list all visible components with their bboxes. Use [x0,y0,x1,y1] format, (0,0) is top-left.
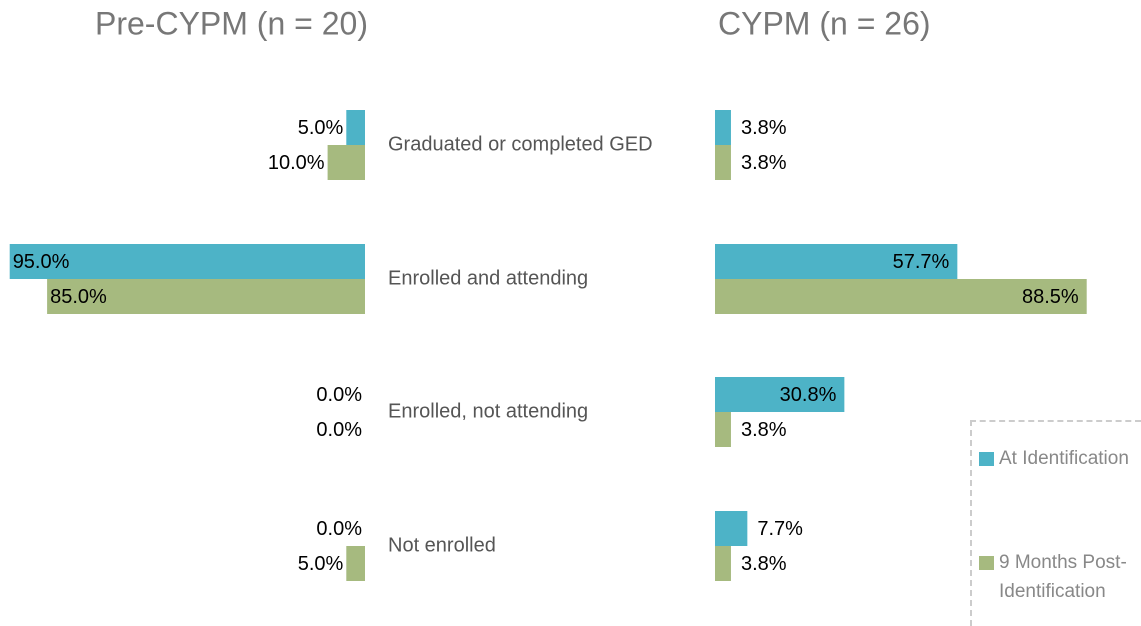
bar [715,412,731,447]
value-label: 88.5% [1022,286,1079,308]
bar [327,145,365,180]
bar [715,145,731,180]
value-label: 85.0% [50,286,107,308]
value-label: 95.0% [13,251,70,273]
legend-text: At Identification [999,448,1129,469]
legend-swatch [979,452,994,466]
panel-title: CYPM (n = 26) [718,5,931,41]
bar [715,110,731,145]
value-label: 57.7% [893,251,950,273]
bar [715,546,731,581]
category-label: Enrolled and attending [388,267,588,289]
value-label: 3.8% [741,152,787,174]
value-label: 0.0% [316,419,362,441]
value-label: 30.8% [780,384,837,406]
value-label: 0.0% [316,518,362,540]
category-label: Graduated or completed GED [388,133,653,155]
bar [715,279,1087,314]
bar [346,110,365,145]
value-label: 5.0% [298,553,344,575]
legend-item: At Identification [979,444,1139,473]
legend: At Identification 9 Months Post-Identific… [970,420,1141,626]
legend-swatch [979,556,994,570]
bar [715,244,958,279]
value-label: 3.8% [741,117,787,139]
legend-text: 9 Months Post-Identification [999,552,1127,602]
bar [47,279,365,314]
category-label: Enrolled, not attending [388,400,588,422]
bar [715,511,748,546]
bar [715,377,845,412]
value-label: 3.8% [741,419,787,441]
value-label: 7.7% [757,518,803,540]
category-label: Not enrolled [388,534,496,556]
legend-item: 9 Months Post-Identification [979,548,1139,606]
value-label: 5.0% [298,117,344,139]
bar [346,546,365,581]
panel-title: Pre-CYPM (n = 20) [95,5,368,41]
value-label: 10.0% [268,152,325,174]
value-label: 3.8% [741,553,787,575]
bar [9,244,365,279]
value-label: 0.0% [316,384,362,406]
